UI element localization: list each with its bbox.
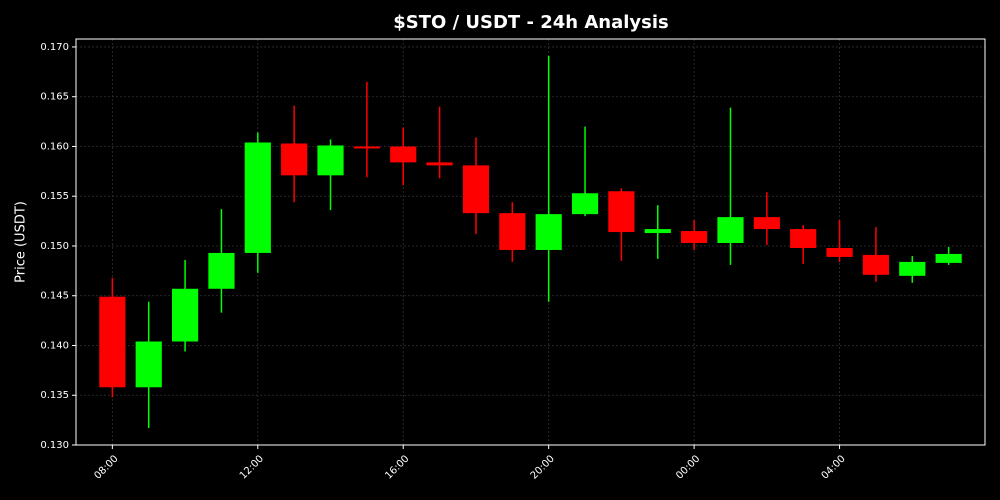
candle-body bbox=[317, 145, 344, 176]
candle-body bbox=[753, 217, 780, 230]
candle-body bbox=[353, 146, 380, 149]
candle-body bbox=[862, 254, 890, 275]
candle-body bbox=[826, 247, 853, 257]
candle-body bbox=[790, 229, 817, 248]
candle-body bbox=[390, 146, 417, 163]
candle-body bbox=[99, 296, 126, 388]
y-tick-label: 0.160 bbox=[40, 141, 69, 152]
y-tick-label: 0.135 bbox=[40, 390, 69, 401]
y-tick-label: 0.145 bbox=[40, 291, 69, 302]
candle-body bbox=[499, 213, 526, 250]
y-tick-label: 0.150 bbox=[40, 241, 69, 252]
candle-body bbox=[208, 252, 235, 289]
y-tick-label: 0.130 bbox=[40, 440, 69, 451]
candle-body bbox=[535, 214, 562, 250]
candle-body bbox=[244, 142, 271, 253]
candle-body bbox=[681, 231, 708, 243]
candle-body bbox=[644, 229, 671, 234]
candle-body bbox=[462, 165, 490, 214]
candle-body bbox=[171, 288, 199, 342]
y-axis-label: Price (USDT) bbox=[14, 201, 29, 283]
candle-body bbox=[426, 162, 453, 166]
y-tick-label: 0.155 bbox=[40, 191, 69, 202]
candle-body bbox=[935, 253, 962, 263]
candle-body bbox=[135, 341, 162, 388]
y-tick-label: 0.140 bbox=[40, 340, 69, 351]
candle-body bbox=[281, 143, 308, 176]
candle-body bbox=[608, 191, 635, 233]
candle-body bbox=[717, 217, 744, 243]
chart-title: $STO / USDT - 24h Analysis bbox=[393, 12, 669, 33]
y-tick-label: 0.170 bbox=[40, 42, 69, 53]
candle-body bbox=[571, 193, 599, 215]
candle-body bbox=[899, 261, 926, 276]
plot-frame bbox=[75, 38, 986, 446]
y-tick-label: 0.165 bbox=[40, 92, 69, 103]
